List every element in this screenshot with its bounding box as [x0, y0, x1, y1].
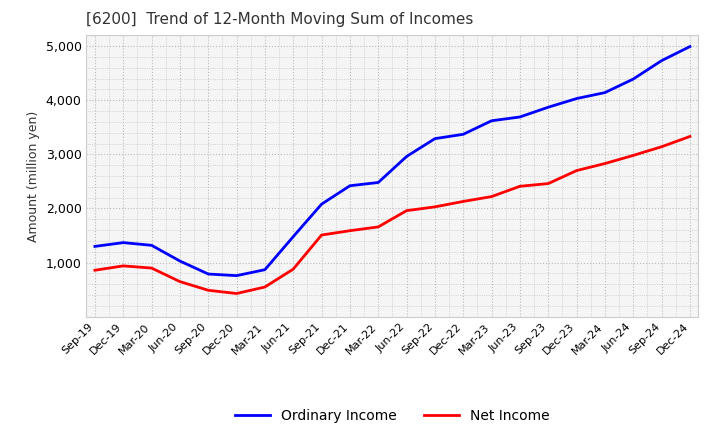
Ordinary Income [346, 183, 354, 188]
Net Income [176, 279, 184, 284]
Text: [6200]  Trend of 12-Month Moving Sum of Incomes: [6200] Trend of 12-Month Moving Sum of I… [86, 12, 474, 27]
Ordinary Income [459, 132, 467, 137]
Net Income [148, 265, 156, 271]
Net Income [516, 183, 524, 189]
Net Income [204, 288, 212, 293]
Ordinary Income [374, 180, 382, 185]
Net Income [91, 268, 99, 273]
Net Income [374, 224, 382, 230]
Net Income [459, 199, 467, 204]
Ordinary Income [685, 44, 694, 49]
Ordinary Income [600, 90, 609, 95]
Ordinary Income [261, 267, 269, 272]
Line: Net Income: Net Income [95, 136, 690, 293]
Net Income [487, 194, 496, 199]
Ordinary Income [91, 244, 99, 249]
Net Income [318, 232, 326, 238]
Net Income [685, 134, 694, 139]
Ordinary Income [233, 273, 241, 278]
Ordinary Income [572, 96, 581, 101]
Line: Ordinary Income: Ordinary Income [95, 47, 690, 275]
Net Income [402, 208, 411, 213]
Ordinary Income [431, 136, 439, 141]
Net Income [233, 291, 241, 296]
Net Income [261, 284, 269, 290]
Net Income [657, 144, 666, 150]
Net Income [572, 168, 581, 173]
Ordinary Income [487, 118, 496, 123]
Ordinary Income [516, 114, 524, 120]
Net Income [544, 181, 552, 186]
Ordinary Income [629, 77, 637, 82]
Net Income [346, 228, 354, 233]
Net Income [119, 263, 127, 268]
Net Income [629, 153, 637, 158]
Ordinary Income [119, 240, 127, 245]
Net Income [289, 267, 297, 272]
Ordinary Income [544, 105, 552, 110]
Ordinary Income [657, 58, 666, 63]
Y-axis label: Amount (million yen): Amount (million yen) [27, 110, 40, 242]
Ordinary Income [176, 258, 184, 264]
Ordinary Income [148, 243, 156, 248]
Ordinary Income [318, 202, 326, 207]
Net Income [431, 204, 439, 209]
Legend: Ordinary Income, Net Income: Ordinary Income, Net Income [230, 403, 555, 428]
Net Income [600, 161, 609, 166]
Ordinary Income [402, 154, 411, 159]
Ordinary Income [289, 234, 297, 239]
Ordinary Income [204, 271, 212, 277]
